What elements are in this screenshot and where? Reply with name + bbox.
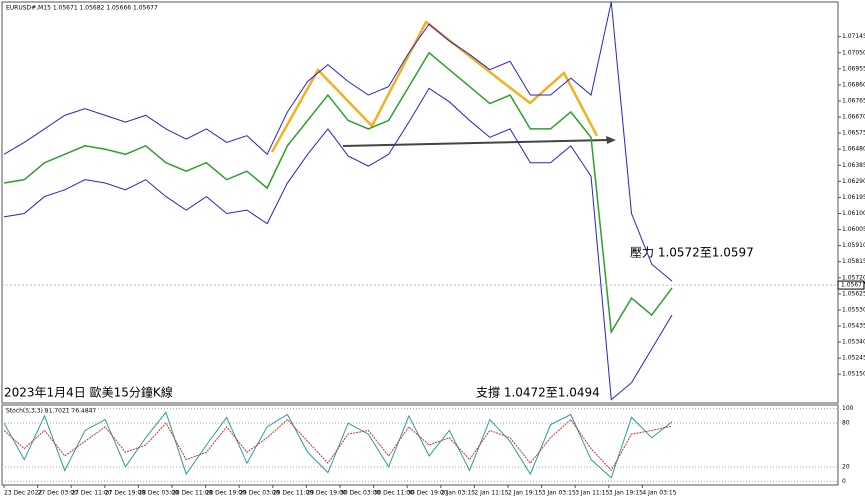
series-line xyxy=(3,51,673,335)
x-tick-label: 30 Dec 19:00 xyxy=(407,490,448,497)
x-tick-label: 29 Dec 11:00 xyxy=(273,490,314,497)
last-price-label: 1.05677 xyxy=(841,282,865,289)
x-tick-label: 28 Dec 03:00 xyxy=(138,490,179,497)
x-tick-label: 23 Dec 2022 xyxy=(4,490,43,497)
x-tick-label: 28 Dec 11:00 xyxy=(172,490,213,497)
series-line xyxy=(3,87,673,401)
title-annotation: 2023年1月4日 歐美15分鐘K線 xyxy=(4,385,173,400)
x-tick-label: 30 Dec 03:00 xyxy=(340,490,381,497)
y-tick-label: 1.05245 xyxy=(842,355,865,362)
series-line xyxy=(3,1,673,282)
y-tick-label: 1.07145 xyxy=(842,33,865,40)
y-tick-label: 1.05530 xyxy=(842,306,865,313)
x-tick-label: 3 Jan 03:15 xyxy=(542,490,576,497)
main-panel xyxy=(1,1,839,404)
x-tick-label: 3 Jan 19:15 xyxy=(609,490,643,497)
stoch-label: Stoch(5,3,3) 81.7021 76.4847 xyxy=(6,408,97,415)
support-annotation: 支撐 1.0472至1.0494 xyxy=(476,386,600,400)
y-tick-label: 1.06955 xyxy=(842,65,865,72)
stoch-panel xyxy=(1,404,839,486)
x-tick-label: 27 Dec 11:00 xyxy=(71,490,112,497)
y-tick-label: 1.06290 xyxy=(842,178,865,185)
x-tick-label: 28 Dec 19:00 xyxy=(206,490,247,497)
arrow-head xyxy=(606,136,616,144)
y-tick-label: 1.06480 xyxy=(842,146,865,153)
series-line xyxy=(3,418,673,472)
x-tick-label: 30 Dec 11:00 xyxy=(374,490,415,497)
neckline xyxy=(342,139,609,147)
x-tick-label: 3 Jan 11:15 xyxy=(575,490,609,497)
y-tick-label: 1.06765 xyxy=(842,97,865,104)
x-tick-label: 2 Jan 03:15 xyxy=(441,490,475,497)
last-price-box xyxy=(837,280,865,290)
stoch-tick-label: 20 xyxy=(842,463,850,470)
x-tick-label: 27 Dec 03:00 xyxy=(38,490,79,497)
y-tick-label: 1.05435 xyxy=(842,323,865,330)
y-tick-label: 1.05340 xyxy=(842,339,865,346)
stoch-tick-label: 100 xyxy=(842,405,854,412)
y-tick-label: 1.06385 xyxy=(842,162,865,169)
x-tick-label: 2 Jan 19:15 xyxy=(508,490,542,497)
x-tick-label: 2 Jan 11:15 xyxy=(474,490,508,497)
y-tick-label: 1.06005 xyxy=(842,226,865,233)
header: EURUSD#,M15 1.05671 1.05682 1.05666 1.05… xyxy=(6,5,158,12)
pattern-line xyxy=(270,20,599,153)
y-tick-label: 1.07050 xyxy=(842,49,865,56)
stoch-tick-label: 0 xyxy=(842,478,846,485)
y-tick-label: 1.06195 xyxy=(842,194,865,201)
y-tick-label: 1.06670 xyxy=(842,114,865,121)
resistance-annotation: 壓力 1.0572至1.0597 xyxy=(630,246,754,260)
x-tick-label: 4 Jan 03:15 xyxy=(642,490,676,497)
y-tick-label: 1.05720 xyxy=(842,274,865,281)
stoch-tick-label: 80 xyxy=(842,420,850,427)
y-tick-label: 1.06575 xyxy=(842,130,865,137)
x-tick-label: 27 Dec 19:00 xyxy=(105,490,146,497)
y-tick-label: 1.05150 xyxy=(842,371,865,378)
x-tick-label: 29 Dec 19:00 xyxy=(306,490,347,497)
y-tick-label: 1.06100 xyxy=(842,210,865,217)
y-tick-label: 1.05625 xyxy=(842,290,865,297)
x-tick-label: 29 Dec 03:00 xyxy=(239,490,280,497)
y-tick-label: 1.05815 xyxy=(842,258,865,265)
y-tick-label: 1.05910 xyxy=(842,242,865,249)
y-tick-label: 1.06860 xyxy=(842,81,865,88)
